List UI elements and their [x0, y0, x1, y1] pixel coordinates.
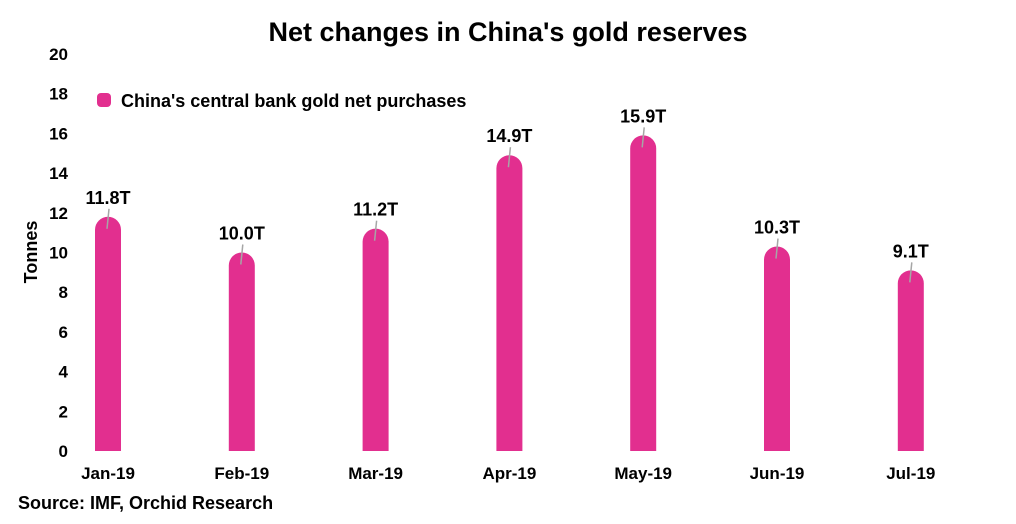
- y-axis-label: Tonnes: [21, 221, 41, 284]
- legend: China's central bank gold net purchases: [97, 91, 466, 111]
- bar-apr-19: [496, 155, 523, 451]
- y-axis-ticks: 0 2 4 6 8 10 12 14 16 18 20: [49, 45, 68, 461]
- leader-lines: [106, 127, 913, 283]
- y-tick-label: 4: [59, 363, 69, 382]
- legend-label: China's central bank gold net purchases: [121, 91, 466, 111]
- leader-line: [106, 208, 110, 229]
- leader-line: [240, 244, 244, 265]
- data-label: 11.2T: [353, 200, 398, 220]
- y-tick-label: 14: [49, 164, 68, 183]
- data-label: 9.1T: [893, 241, 929, 261]
- x-tick-label: Jul-19: [886, 464, 935, 483]
- leader-line: [641, 127, 645, 148]
- data-label: 10.0T: [219, 224, 265, 244]
- y-tick-label: 16: [49, 124, 68, 143]
- leader-line: [507, 147, 512, 168]
- y-tick-label: 6: [59, 323, 68, 342]
- bar-feb-19: [228, 252, 255, 451]
- y-tick-label: 10: [49, 244, 68, 263]
- y-tick-label: 20: [49, 45, 68, 64]
- bar-jul-19: [897, 270, 924, 451]
- bar-jan-19: [95, 216, 121, 451]
- y-tick-label: 12: [49, 204, 68, 223]
- x-tick-label: Mar-19: [348, 464, 403, 483]
- y-tick-label: 8: [59, 283, 68, 302]
- data-label: 10.3T: [754, 218, 800, 238]
- x-tick-label: Apr-19: [482, 464, 536, 483]
- bar-may-19: [630, 135, 657, 451]
- y-tick-label: 18: [49, 85, 68, 104]
- leader-line: [909, 262, 913, 283]
- x-tick-label: Jun-19: [750, 464, 805, 483]
- x-tick-label: May-19: [614, 464, 672, 483]
- chart-title: Net changes in China's gold reserves: [268, 17, 747, 47]
- bar-mar-19: [362, 228, 389, 451]
- data-label: 15.9T: [620, 106, 666, 126]
- data-labels: 11.8T 10.0T 11.2T 14.9T 15.9T 10.3T 9.1T: [85, 106, 928, 261]
- leader-line: [775, 238, 779, 259]
- x-tick-label: Feb-19: [214, 464, 269, 483]
- y-tick-label: 2: [59, 402, 68, 421]
- bars: [95, 135, 924, 451]
- x-axis-categories: Jan-19 Feb-19 Mar-19 Apr-19 May-19 Jun-19 Jul-…: [81, 464, 935, 483]
- data-label: 11.8T: [85, 188, 130, 208]
- bar-jun-19: [764, 246, 790, 451]
- leader-line: [373, 220, 378, 241]
- x-tick-label: Jan-19: [81, 464, 135, 483]
- data-label: 14.9T: [486, 126, 532, 146]
- legend-swatch: [97, 93, 111, 107]
- source-note: Source: IMF, Orchid Research: [18, 493, 273, 513]
- y-tick-label: 0: [59, 442, 68, 461]
